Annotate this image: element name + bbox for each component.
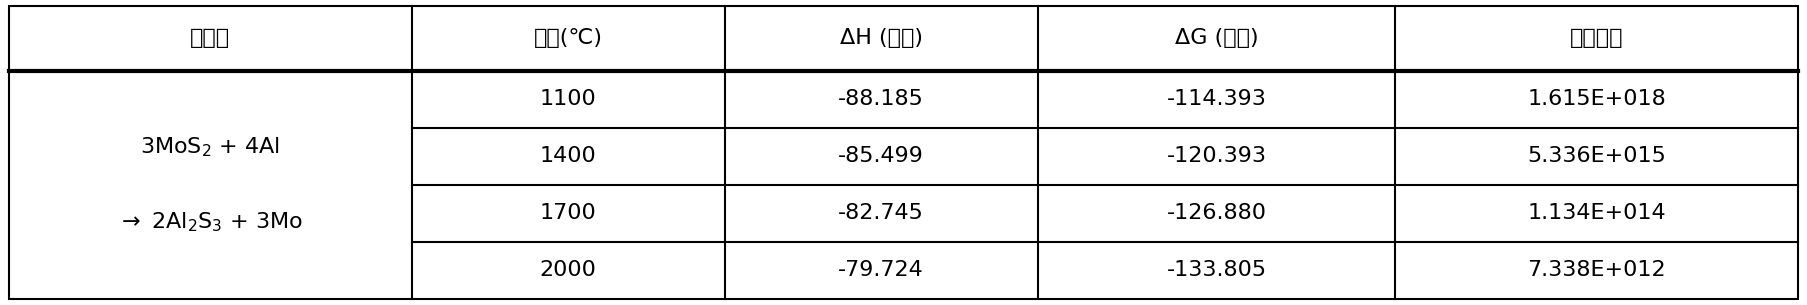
Text: -126.880: -126.880 <box>1167 203 1267 223</box>
Text: -133.805: -133.805 <box>1167 260 1267 280</box>
Text: 平衡常数: 平衡常数 <box>1570 28 1623 48</box>
Text: 5.336E+015: 5.336E+015 <box>1527 146 1666 166</box>
Text: 温度(℃): 温度(℃) <box>533 28 602 48</box>
Text: ΔH (千卡): ΔH (千卡) <box>840 28 923 48</box>
Text: 1100: 1100 <box>540 89 596 109</box>
Text: -88.185: -88.185 <box>838 89 923 109</box>
Text: 1700: 1700 <box>540 203 596 223</box>
Text: ΔG (千卡): ΔG (千卡) <box>1175 28 1258 48</box>
Text: 反应式: 反应式 <box>190 28 229 48</box>
Text: -82.745: -82.745 <box>838 203 923 223</box>
Text: 3MoS$_{2}$ + 4Al: 3MoS$_{2}$ + 4Al <box>141 136 280 160</box>
Text: 1400: 1400 <box>540 146 596 166</box>
Text: -85.499: -85.499 <box>838 146 923 166</box>
Text: -114.393: -114.393 <box>1167 89 1267 109</box>
Text: $\rightarrow$ 2Al$_{2}$S$_{3}$ + 3Mo: $\rightarrow$ 2Al$_{2}$S$_{3}$ + 3Mo <box>117 210 304 234</box>
Text: 7.338E+012: 7.338E+012 <box>1527 260 1666 280</box>
Text: 1.615E+018: 1.615E+018 <box>1527 89 1666 109</box>
Text: 2000: 2000 <box>540 260 596 280</box>
Text: 1.134E+014: 1.134E+014 <box>1527 203 1666 223</box>
Text: -120.393: -120.393 <box>1167 146 1267 166</box>
Text: -79.724: -79.724 <box>838 260 923 280</box>
